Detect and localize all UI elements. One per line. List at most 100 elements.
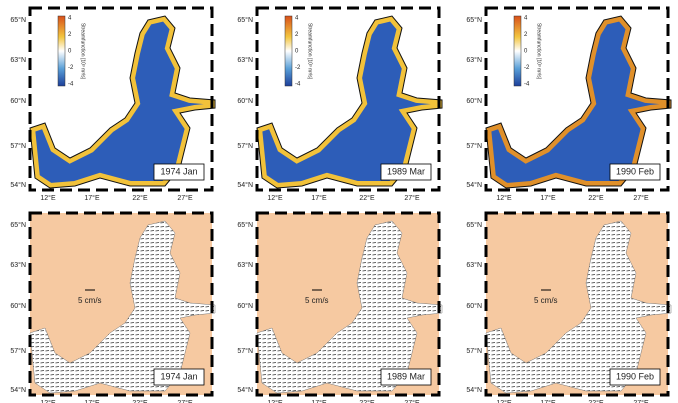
latitude-label: 60°N (466, 97, 482, 105)
latitude-label: 57°N (466, 142, 482, 150)
longitude-label: 12°E (40, 399, 56, 403)
current-map-panel: 5 cm/s 1974 Jan 65°N 63°N 60°N 57°N 54°N 12°E 17… (10, 211, 216, 403)
latitude-label: 54°N (466, 386, 482, 394)
latitude-label: 54°N (466, 181, 482, 189)
panel-label: 1990 Feb (616, 371, 654, 381)
panel-label: 1989 Mar (387, 371, 425, 381)
colorbar-title: Streamfunction [10³ m³/s] (307, 23, 313, 80)
latitude-label: 54°N (237, 181, 253, 189)
longitude-label: 22°E (132, 399, 148, 403)
latitude-label: 63°N (237, 56, 253, 64)
longitude-label: 17°E (311, 399, 327, 403)
map-frame (484, 6, 670, 192)
map-frame (255, 211, 441, 397)
latitude-label: 63°N (466, 261, 482, 269)
longitude-label: 22°E (359, 399, 375, 403)
latitude-label: 63°N (10, 56, 26, 64)
longitude-label: 27°E (177, 194, 193, 202)
latitude-label: 57°N (10, 347, 26, 355)
longitude-label: 27°E (404, 194, 420, 202)
longitude-label: 22°E (588, 194, 604, 202)
latitude-label: 60°N (237, 302, 253, 310)
longitude-label: 22°E (132, 194, 148, 202)
longitude-label: 12°E (267, 399, 283, 403)
colorbar-tick-label: 0 (295, 49, 299, 55)
longitude-label: 12°E (496, 194, 512, 202)
panel-label: 1974 Jan (160, 371, 197, 381)
latitude-label: 65°N (466, 221, 482, 229)
latitude-label: 54°N (10, 386, 26, 394)
panel-label: 1974 Jan (160, 166, 197, 176)
latitude-label: 57°N (237, 142, 253, 150)
longitude-label: 27°E (633, 399, 649, 403)
longitude-label: 17°E (311, 194, 327, 202)
colorbar-tick-label: 4 (68, 16, 72, 22)
latitude-label: 65°N (10, 16, 26, 24)
colorbar-tick-label: -4 (68, 82, 74, 88)
longitude-label: 27°E (177, 399, 193, 403)
panel-label-box (380, 163, 432, 181)
longitude-label: 27°E (404, 399, 420, 403)
colorbar-title: Streamfunction [10³ m³/s] (536, 23, 542, 80)
longitude-label: 17°E (540, 399, 556, 403)
latitude-label: 63°N (10, 261, 26, 269)
latitude-label: 65°N (10, 221, 26, 229)
latitude-label: 57°N (10, 142, 26, 150)
longitude-label: 22°E (359, 194, 375, 202)
colorbar-tick-label: 2 (295, 32, 299, 38)
streamfunction-map-panel: 4 2 0 -2 -4 Streamfunction [10³ m³/s] 1974 Jan… (10, 6, 216, 202)
panel-label: 1989 Mar (387, 166, 425, 176)
current-map-panel: 5 cm/s 1989 Mar 65°N 63°N 60°N 57°N 54°N 12°E 17… (237, 211, 443, 403)
latitude-label: 63°N (237, 261, 253, 269)
colorbar-tick-label: -4 (524, 82, 530, 88)
colorbar-tick-label: 0 (524, 49, 528, 55)
panel-label-box (609, 368, 661, 386)
latitude-label: 65°N (237, 221, 253, 229)
longitude-label: 17°E (540, 194, 556, 202)
streamfunction-map-panel: 4 2 0 -2 -4 Streamfunction [10³ m³/s] 1990 Feb… (466, 6, 672, 202)
longitude-label: 12°E (40, 194, 56, 202)
colorbar-tick-label: -2 (524, 65, 530, 71)
latitude-label: 60°N (237, 97, 253, 105)
map-frame (255, 6, 441, 192)
colorbar-tick-label: -2 (295, 65, 301, 71)
longitude-label: 12°E (267, 194, 283, 202)
latitude-label: 54°N (237, 386, 253, 394)
latitude-label: 60°N (10, 97, 26, 105)
colorbar-title: Streamfunction [10³ m³/s] (80, 23, 86, 80)
colorbar-tick-label: 4 (295, 16, 299, 22)
colorbar-tick-label: 2 (68, 32, 72, 38)
scale-label: 5 cm/s (534, 296, 558, 305)
latitude-label: 60°N (466, 302, 482, 310)
latitude-label: 57°N (466, 347, 482, 355)
scale-label: 5 cm/s (78, 296, 102, 305)
latitude-label: 65°N (466, 16, 482, 24)
colorbar-tick-label: -4 (295, 82, 301, 88)
latitude-label: 60°N (10, 302, 26, 310)
longitude-label: 22°E (588, 399, 604, 403)
panel-label-box (153, 368, 205, 386)
streamfunction-map-panel: 4 2 0 -2 -4 Streamfunction [10³ m³/s] 1989 Mar… (237, 6, 443, 202)
map-frame (28, 211, 214, 397)
latitude-label: 54°N (10, 181, 26, 189)
colorbar-tick-label: 2 (524, 32, 528, 38)
panel-label: 1990 Feb (616, 166, 654, 176)
latitude-label: 63°N (466, 56, 482, 64)
panel-label-box (380, 368, 432, 386)
colorbar (284, 15, 293, 87)
longitude-label: 27°E (633, 194, 649, 202)
current-map-panel: 5 cm/s 1990 Feb 65°N 63°N 60°N 57°N 54°N 12°E 17… (466, 211, 672, 403)
map-frame (484, 211, 670, 397)
colorbar-tick-label: 4 (524, 16, 528, 22)
longitude-label: 12°E (496, 399, 512, 403)
latitude-label: 57°N (237, 347, 253, 355)
map-frame (28, 6, 214, 192)
longitude-label: 17°E (84, 194, 100, 202)
panel-label-box (153, 163, 205, 181)
colorbar-tick-label: 0 (68, 49, 72, 55)
latitude-label: 65°N (237, 16, 253, 24)
colorbar (57, 15, 66, 87)
longitude-label: 17°E (84, 399, 100, 403)
scale-label: 5 cm/s (305, 296, 329, 305)
